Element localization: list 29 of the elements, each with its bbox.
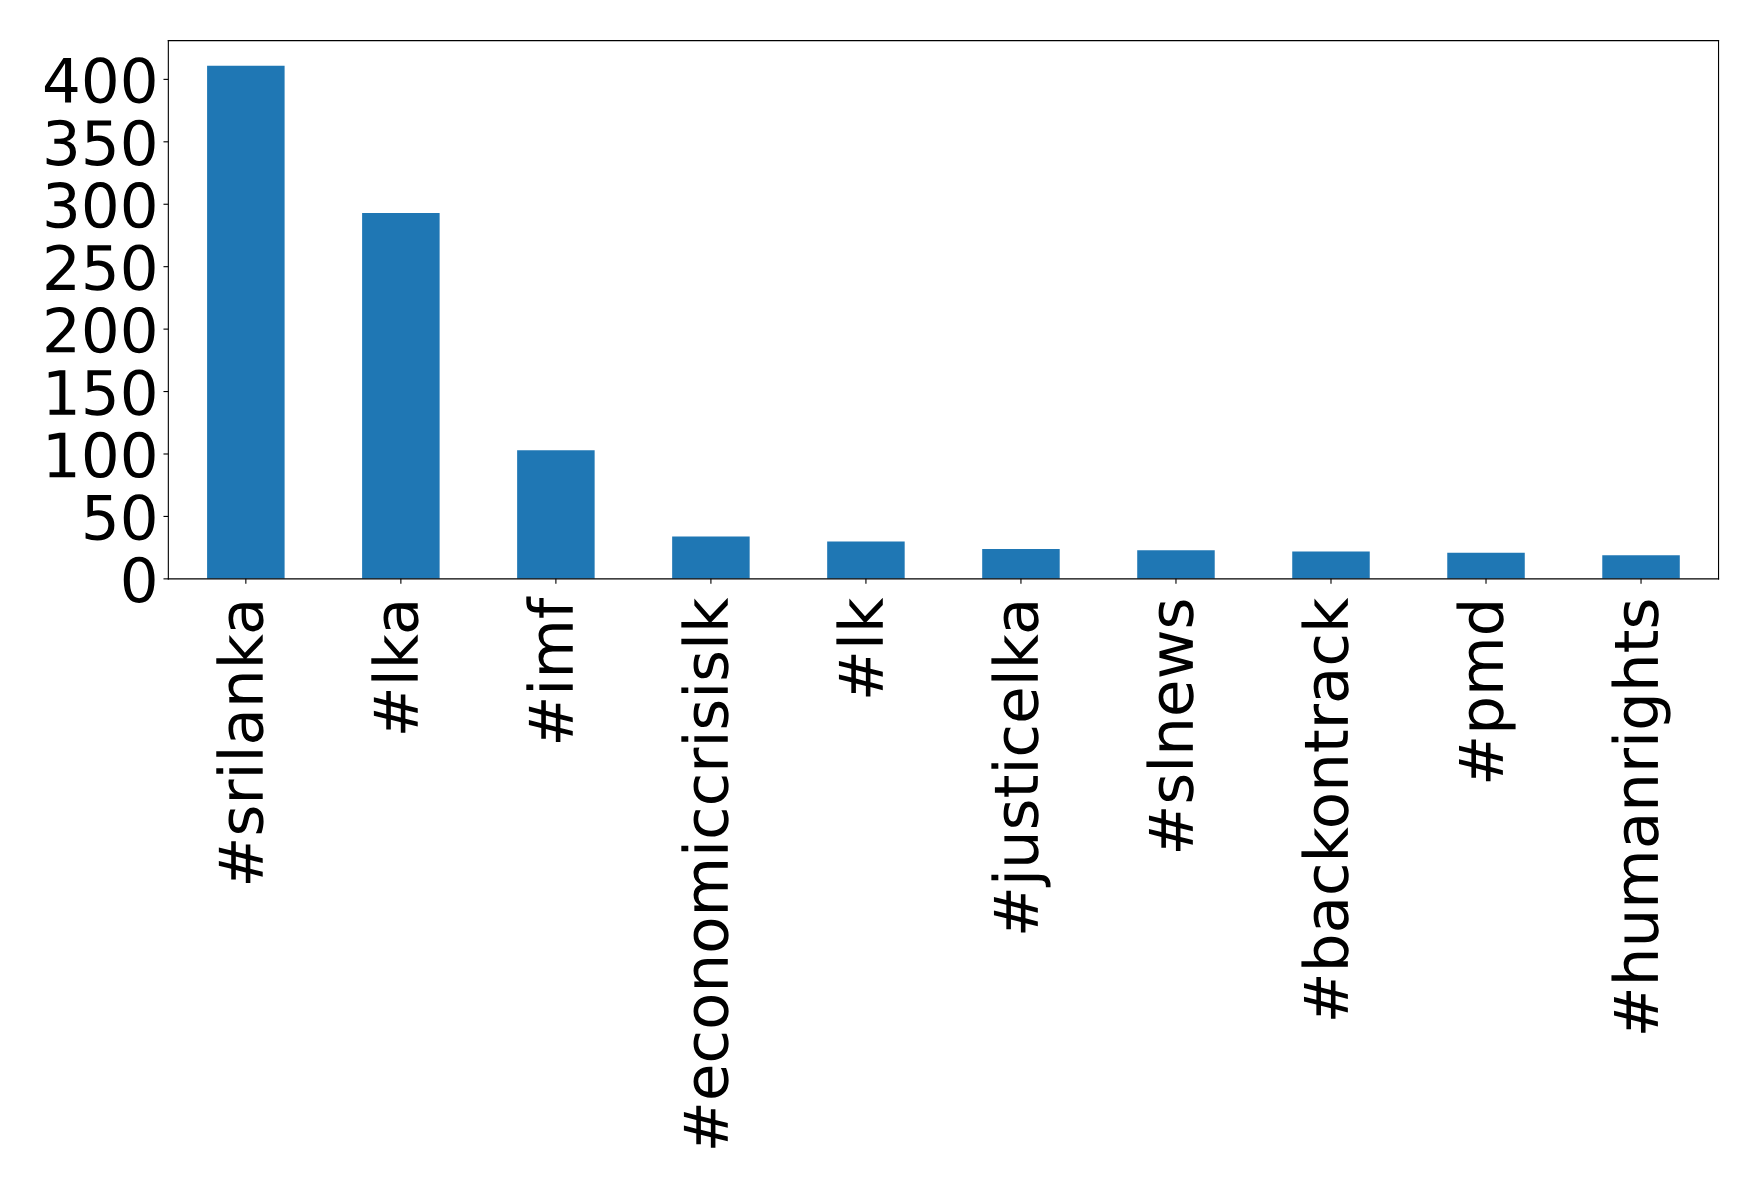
x-tick-label: #justicelka — [991, 603, 1051, 933]
y-tick-label: 200 — [46, 306, 155, 354]
bar — [1292, 551, 1370, 579]
bar — [672, 536, 750, 579]
y-tick-label: 350 — [46, 119, 155, 166]
x-tick-label: #backontrack — [1301, 597, 1349, 1019]
bar — [517, 450, 595, 579]
y-tick-label: 400 — [44, 57, 155, 104]
x-tick-label: #slnews — [1146, 600, 1194, 852]
y-tick-label: 150 — [48, 369, 155, 416]
y-tick-label: 300 — [46, 182, 155, 229]
bar — [1602, 555, 1680, 579]
bar — [982, 548, 1060, 579]
x-tick-label: #imf — [526, 596, 573, 743]
y-tick-label: 250 — [46, 244, 155, 291]
x-tick-label: #srilanka — [216, 603, 264, 883]
y-tick-label: 100 — [48, 431, 155, 479]
x-tick-label: #lk — [836, 597, 883, 697]
x-tick-label: #economiccrisislk — [681, 597, 729, 1148]
bar — [362, 212, 440, 579]
x-tick-label: #humanrights — [1611, 600, 1671, 1033]
bar — [1137, 550, 1215, 579]
bar — [207, 65, 285, 579]
x-tick-label: #pmd — [1456, 603, 1516, 782]
bar — [827, 541, 905, 579]
y-tick-label: 0 — [123, 556, 155, 603]
bar — [1447, 552, 1525, 579]
x-tick-label: #lka — [371, 603, 419, 733]
y-tick-label: 50 — [85, 494, 155, 541]
